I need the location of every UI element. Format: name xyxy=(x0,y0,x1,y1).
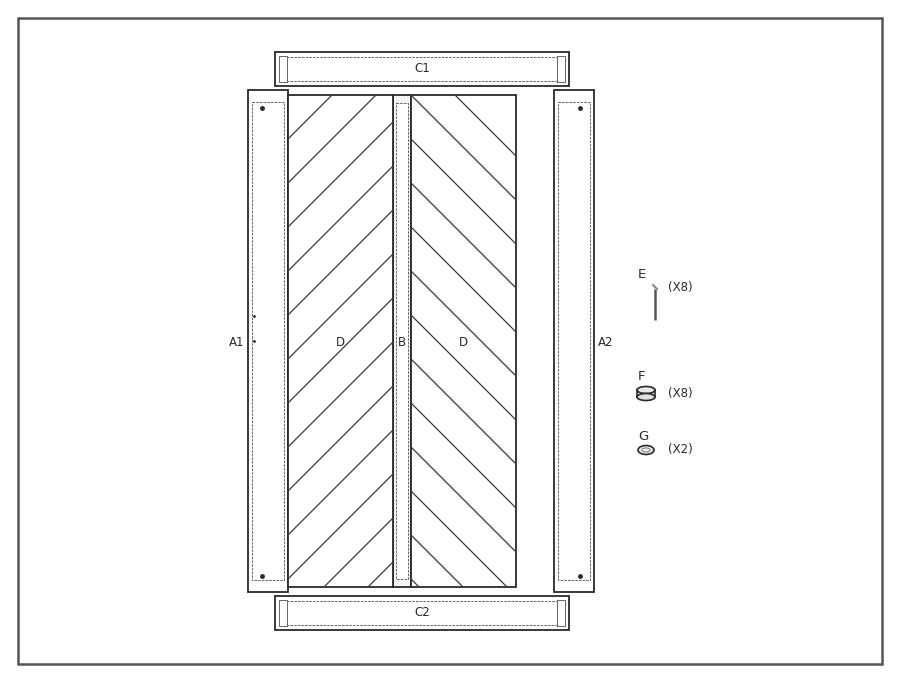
Bar xyxy=(396,103,408,579)
Bar xyxy=(288,95,393,587)
Text: F: F xyxy=(638,370,645,383)
Bar xyxy=(279,600,287,626)
Bar xyxy=(558,102,590,580)
Bar xyxy=(283,601,561,625)
Text: A1: A1 xyxy=(229,336,244,349)
Bar xyxy=(393,95,411,587)
Bar xyxy=(279,56,287,82)
Text: E: E xyxy=(638,268,646,281)
Bar xyxy=(411,95,516,587)
Bar xyxy=(275,52,569,86)
Text: C2: C2 xyxy=(414,606,430,619)
Ellipse shape xyxy=(637,387,655,394)
Text: (X8): (X8) xyxy=(668,282,693,295)
Text: C1: C1 xyxy=(414,63,430,76)
Ellipse shape xyxy=(642,448,650,452)
Text: D: D xyxy=(458,336,468,349)
Text: (X8): (X8) xyxy=(668,387,693,400)
Bar xyxy=(275,596,569,630)
Text: G: G xyxy=(638,430,648,443)
Bar xyxy=(557,56,565,82)
Bar xyxy=(554,90,594,592)
Bar xyxy=(248,90,288,592)
Bar xyxy=(557,600,565,626)
Text: B: B xyxy=(398,336,406,349)
Bar xyxy=(283,57,561,81)
Bar xyxy=(252,102,284,580)
Ellipse shape xyxy=(637,394,655,400)
Text: (X2): (X2) xyxy=(668,443,693,456)
Text: D: D xyxy=(336,336,345,349)
Text: A2: A2 xyxy=(598,336,614,349)
Ellipse shape xyxy=(638,445,654,454)
